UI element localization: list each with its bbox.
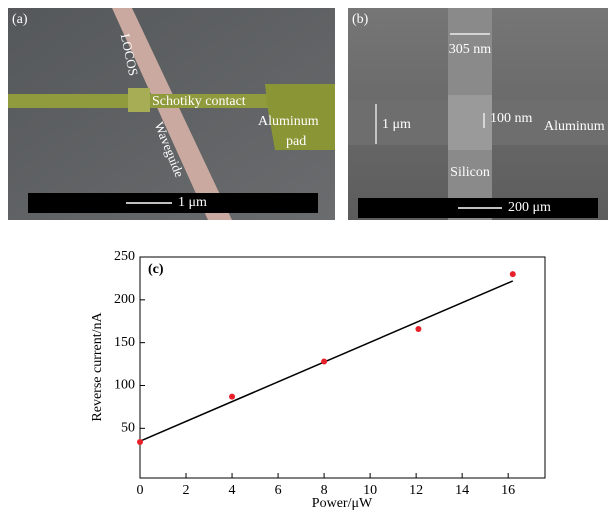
plot-frame bbox=[140, 257, 545, 478]
label: 305 nm bbox=[449, 42, 492, 57]
data-point bbox=[321, 359, 327, 365]
annotation: (c) bbox=[148, 262, 164, 277]
label: Schotiky contact bbox=[152, 94, 246, 109]
data-point bbox=[510, 271, 516, 277]
data-point bbox=[415, 326, 421, 332]
y-tick-label: 100 bbox=[114, 378, 135, 393]
panel-b: (b) 305 nm 1 μm 100 nm Aluminum Silicon … bbox=[348, 8, 608, 220]
label: Aluminum bbox=[258, 114, 319, 129]
scale-label: 1 μm bbox=[178, 195, 207, 210]
data-point bbox=[137, 439, 143, 445]
label: Silicon bbox=[450, 165, 490, 180]
crossing bbox=[448, 95, 492, 150]
y-tick-label: 50 bbox=[121, 421, 135, 436]
y-tick-label: 250 bbox=[114, 249, 135, 264]
x-axis-label: Power/μW bbox=[312, 496, 373, 511]
scale-bar-box bbox=[28, 193, 318, 213]
label: 1 μm bbox=[382, 117, 411, 132]
panel-a: (a) LOCOS Waveguide Schotiky contact Alu… bbox=[8, 8, 335, 220]
x-tick-label: 0 bbox=[137, 483, 144, 498]
label: pad bbox=[286, 134, 306, 149]
label: 100 nm bbox=[490, 111, 533, 126]
y-axis-label: Reverse current/nA bbox=[90, 311, 105, 421]
y-tick-label: 150 bbox=[114, 335, 135, 350]
x-tick-label: 8 bbox=[321, 483, 328, 498]
plot: (c) Power/μW Reverse current/nA 0 2 4 6 8 10 1… bbox=[90, 249, 545, 511]
data-point bbox=[229, 394, 235, 400]
y-tick-label: 200 bbox=[114, 292, 135, 307]
x-tick-label: 4 bbox=[229, 483, 236, 498]
x-tick-label: 2 bbox=[183, 483, 190, 498]
x-tick-label: 6 bbox=[275, 483, 282, 498]
x-tick-label: 16 bbox=[501, 483, 515, 498]
x-tick-label: 12 bbox=[409, 483, 423, 498]
panel-label: (a) bbox=[12, 12, 28, 27]
figure: (a) LOCOS Waveguide Schotiky contact Alu… bbox=[0, 0, 614, 515]
label: Aluminum bbox=[544, 119, 605, 134]
scale-label: 200 μm bbox=[508, 200, 551, 215]
contact bbox=[128, 88, 150, 112]
x-tick-label: 14 bbox=[455, 483, 469, 498]
panel-label: (b) bbox=[352, 12, 369, 27]
x-tick-label: 10 bbox=[363, 483, 377, 498]
